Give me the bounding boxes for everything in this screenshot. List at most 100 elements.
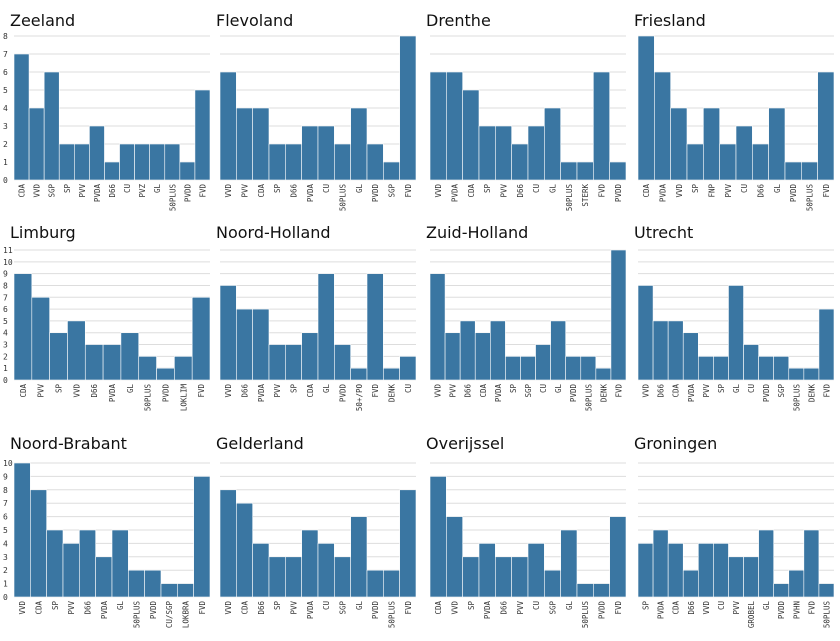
x-tick-label: PVV [449,384,458,398]
y-tick-label: 0 [3,376,8,385]
panel-title-limburg: Limburg [10,223,76,242]
bar-drenthe-pvv [495,125,512,181]
x-tick-label: GL [126,384,135,394]
bar-zeeland-50plus [164,143,181,181]
x-tick-label: DENK [599,384,608,403]
bar-drenthe-vvd [429,71,447,181]
x-tick-label: PVV [724,184,733,198]
panel-utrecht: Utrecht VVD D66 CDA PVDA PVV SP GL CU PVDD SGP 50PL… [634,223,835,411]
bar-overijssel-sp [462,556,480,598]
x-tick-label: VVD [224,384,233,398]
x-tick-label: GL [554,384,563,394]
x-tick-label: PVDA [687,384,696,403]
x-tick-label: SGP [777,384,786,398]
bar-drenthe-sterk [576,161,594,181]
bar-zeeland-d66 [104,161,120,181]
y-tick-label: 10 [3,258,13,267]
x-tick-label: VVD [434,384,443,398]
x-tick-label: 50PLUS [584,384,593,412]
x-tick-label: SP [273,601,282,611]
bar-utrecht-cu [743,344,759,381]
x-tick-label: 50PLUS [806,184,815,212]
y-tick-label: 8 [3,486,8,495]
x-tick-label: LOKBRA [182,601,191,629]
x-tick-label: SP [691,184,700,194]
y-tick-label: 2 [3,566,8,575]
x-tick-label: VVD [434,184,443,198]
bar-limburg-vvd [67,320,86,381]
y-tick-label: 0 [3,593,8,602]
y-tick-label: 5 [3,86,8,95]
bar-zeeland-pvv [74,143,90,181]
panel-friesland: Friesland CDA PVDA VVD SP FNP PVV CU D66 GL PVDD 50… [634,11,835,212]
x-tick-label: D66 [657,384,666,398]
x-tick-label: GROBEL [747,601,756,629]
bar-noord-holland-vvd [219,285,237,381]
x-tick-label: FVD [807,601,816,615]
bar-overijssel-vvd [446,516,463,598]
x-tick-label: CDA [479,384,488,398]
bar-utrecht-denk [803,367,820,381]
bar-zeeland-pvda [89,125,105,181]
bar-flevoland-gl [350,107,368,181]
x-tick-label: 50PLUS [339,184,348,212]
x-tick-label: PVV [702,384,711,398]
bar-groningen-sp [637,543,654,598]
bar-limburg-50plus [138,356,157,381]
bar-utrecht-50plus [788,367,805,381]
x-tick-label: CU [532,184,541,193]
bar-friesland-pvdd [784,161,802,181]
bar-noord-brabant-cda [30,489,47,598]
bar-groningen-cda [667,543,684,598]
x-tick-label: PVV [67,601,76,615]
x-tick-label: D66 [500,601,509,615]
bar-noord-brabant-cu-sgp [160,583,178,598]
bar-drenthe-sp [478,125,496,181]
x-tick-label: PVDA [659,184,668,203]
x-tick-label: 50PLUS [388,601,397,629]
bar-drenthe-50plus [560,161,578,181]
bar-flevoland-pvdd [366,143,384,181]
bar-limburg-d66 [84,344,104,381]
y-tick-label: 7 [3,499,8,508]
panel-zeeland: Zeeland 0 1 2 3 4 5 6 7 8 CDA VVD SGP SP PVV PVDA D66 CU P… [3,11,211,211]
bar-gelderland-d66 [252,543,270,598]
bar-noord-holland-cda [301,332,319,381]
panel-title-friesland: Friesland [634,11,706,30]
x-tick-label: PVV [241,184,250,198]
x-tick-label: VVD [224,184,233,198]
panel-title-groningen: Groningen [634,434,717,453]
x-tick-label: PVDD [149,601,158,620]
x-tick-label: GL [773,184,782,194]
bar-zeeland-pvdd [179,161,196,181]
panel-gelderland: Gelderland VVD CDA D66 SP PVV PVDA CU SGP GL PVDD 5… [216,434,417,629]
x-tick-label: D66 [687,601,696,615]
y-tick-label: 6 [3,68,8,77]
panel-drenthe: Drenthe VVD PVDA CDA SP PVV D66 CU GL 50PLUS STERK… [426,11,627,212]
x-tick-label: PVDA [306,601,315,620]
y-tick-label: 7 [3,50,8,59]
x-tick-label: GL [549,184,558,194]
x-tick-label: CDA [672,601,681,615]
bar-limburg-pvda [102,344,122,381]
bar-utrecht-fvd [818,308,835,381]
x-tick-label: SP [290,384,299,394]
bar-noord-holland-fvd [366,273,384,381]
x-tick-label: 50PLUS [565,184,574,212]
bar-overijssel-cda [429,476,447,598]
bar-utrecht-sgp [773,356,790,381]
bar-groningen-d66 [682,569,699,598]
bar-groningen-pvhn [788,569,805,598]
x-tick-label: FVD [371,384,380,398]
x-tick-label: PVDA [108,384,117,403]
bar-overijssel-pvda [478,543,496,598]
x-tick-label: PVDD [614,184,623,203]
x-tick-label: PVV [500,184,509,198]
bar-drenthe-d66 [511,143,529,181]
bar-groningen-pvv [728,556,744,598]
y-tick-label: 6 [3,513,8,522]
bar-groningen-gl [758,529,774,598]
x-tick-label: LOKLIM [179,384,188,412]
y-tick-label: 3 [3,341,8,350]
